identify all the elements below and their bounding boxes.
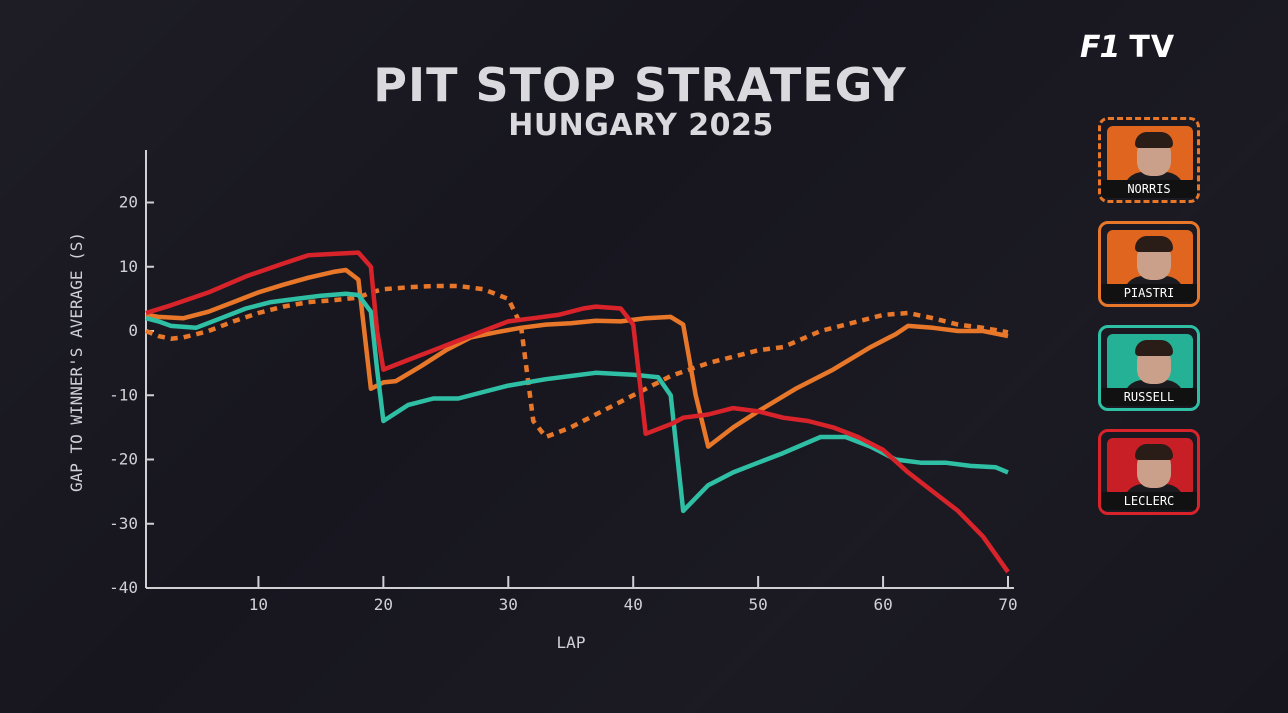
y-tick-label: 0 [128,321,138,340]
y-tick-label: -40 [109,578,138,597]
series-line-piastri [145,267,1009,449]
y-axis-title: GAP TO WINNER'S AVERAGE (S) [67,232,86,492]
driver-portrait-hair [1135,132,1173,148]
series-line-russell [145,291,1009,514]
y-tick-label: -20 [109,450,138,469]
legend-label: NORRIS [1101,180,1197,198]
tv-logo-text: TV [1129,30,1176,65]
legend-label: LECLERC [1101,492,1197,510]
x-tick-label: 50 [749,595,768,614]
chart-title: PIT STOP STRATEGY [373,58,907,112]
x-tick-label: 20 [374,595,393,614]
chart-subtitle: HUNGARY 2025 [508,108,774,143]
legend-item-norris: NORRIS [1098,117,1200,203]
driver-photo [1107,334,1193,400]
y-tick-label: -10 [109,385,138,404]
y-tick-label: 20 [119,193,138,212]
y-tick-label: 10 [119,257,138,276]
f1-tv-logo: F1 TV [1080,30,1175,65]
legend-label: PIASTRI [1101,284,1197,302]
legend-item-russell: RUSSELL [1098,325,1200,411]
driver-portrait-hair [1135,340,1173,356]
x-tick-label: 70 [998,595,1017,614]
legend-item-piastri: PIASTRI [1098,221,1200,307]
x-axis-title: LAP [557,633,586,652]
x-tick-label: 30 [499,595,518,614]
driver-portrait-hair [1135,236,1173,252]
legend-item-leclerc: LECLERC [1098,429,1200,515]
series-line-leclerc [145,250,1010,574]
driver-photo [1107,438,1193,504]
x-tick-label: 60 [873,595,892,614]
x-tick-label: 10 [249,595,268,614]
f1-logo-text: F1 [1080,30,1120,65]
legend-label: RUSSELL [1101,388,1197,406]
driver-photo [1107,126,1193,192]
driver-portrait-hair [1135,444,1173,460]
series-line-norris [145,283,1009,440]
y-tick-label: -30 [109,514,138,533]
x-tick-label: 40 [624,595,643,614]
driver-photo [1107,230,1193,296]
